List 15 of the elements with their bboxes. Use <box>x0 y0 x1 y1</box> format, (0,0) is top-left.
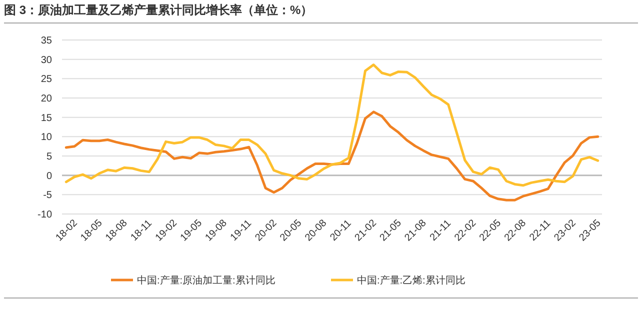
y-tick-label: 30 <box>40 54 52 66</box>
legend-label: 中国:产量:乙烯:累计同比 <box>357 274 466 286</box>
legend-label: 中国:产量:原油加工量:累计同比 <box>137 274 276 286</box>
y-tick-label: 20 <box>40 94 52 104</box>
y-tick-label: -10 <box>38 210 52 220</box>
y-tick-label: 35 <box>40 36 52 46</box>
y-tick-label: -5 <box>43 190 52 202</box>
line-series <box>64 110 600 202</box>
chart-title: 图 3：原油加工量及乙烯产量累计同比增长率（单位：%） <box>4 3 313 17</box>
y-tick-label: 10 <box>40 132 52 144</box>
y-tick-label: 25 <box>40 74 52 86</box>
line-series <box>64 63 600 187</box>
y-tick-label: 5 <box>46 152 52 162</box>
y-tick-label: 15 <box>40 112 52 124</box>
y-tick-label: 0 <box>46 170 52 182</box>
